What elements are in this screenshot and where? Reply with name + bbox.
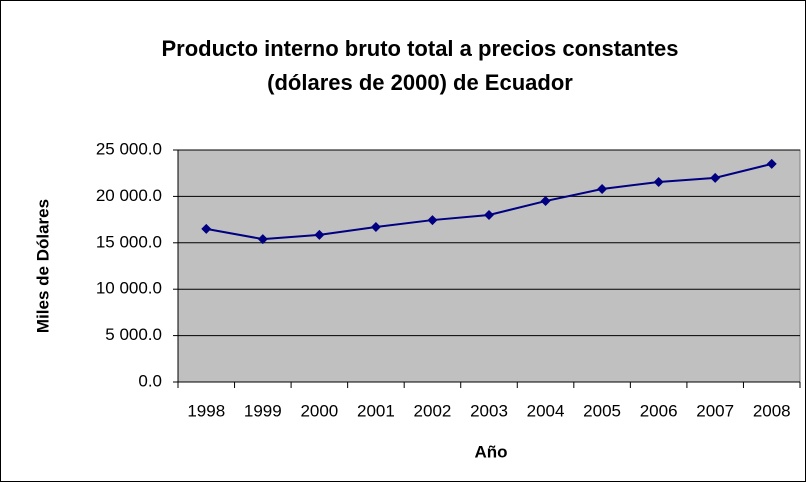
x-tick-label: 1999 xyxy=(244,401,282,420)
x-tick-label: 2007 xyxy=(696,401,734,420)
x-tick-label: 2001 xyxy=(357,401,395,420)
chart-title: (dólares de 2000) de Ecuador xyxy=(267,70,573,95)
y-tick-label: 10 000.0 xyxy=(96,279,162,298)
y-tick-label: 15 000.0 xyxy=(96,232,162,251)
x-tick-label: 2003 xyxy=(470,401,508,420)
x-tick-label: 2000 xyxy=(300,401,338,420)
data-point xyxy=(540,196,551,207)
data-point xyxy=(201,223,212,234)
x-tick-label: 2005 xyxy=(583,401,621,420)
y-axis-title: Miles de Dólares xyxy=(33,199,52,333)
x-tick-label: 2004 xyxy=(527,401,565,420)
chart-title: Producto interno bruto total a precios c… xyxy=(161,36,678,61)
plot-area xyxy=(177,149,801,383)
data-point xyxy=(314,229,325,240)
data-point xyxy=(597,183,608,194)
x-axis-title: Año xyxy=(474,442,507,461)
y-tick-label: 25 000.0 xyxy=(96,139,162,158)
y-tick-label: 5 000.0 xyxy=(105,325,162,344)
x-tick-label: 1998 xyxy=(187,401,225,420)
x-tick-label: 2002 xyxy=(414,401,452,420)
data-point xyxy=(370,222,381,233)
y-tick-label: 20 000.0 xyxy=(96,186,162,205)
data-point xyxy=(710,172,721,183)
data-point xyxy=(484,209,494,220)
data-point xyxy=(766,158,777,169)
data-point xyxy=(653,177,664,188)
y-tick-label: 0.0 xyxy=(138,371,162,390)
x-tick-label: 2008 xyxy=(753,401,791,420)
data-point xyxy=(427,215,438,226)
data-point xyxy=(257,234,268,245)
x-tick-label: 2006 xyxy=(640,401,678,420)
